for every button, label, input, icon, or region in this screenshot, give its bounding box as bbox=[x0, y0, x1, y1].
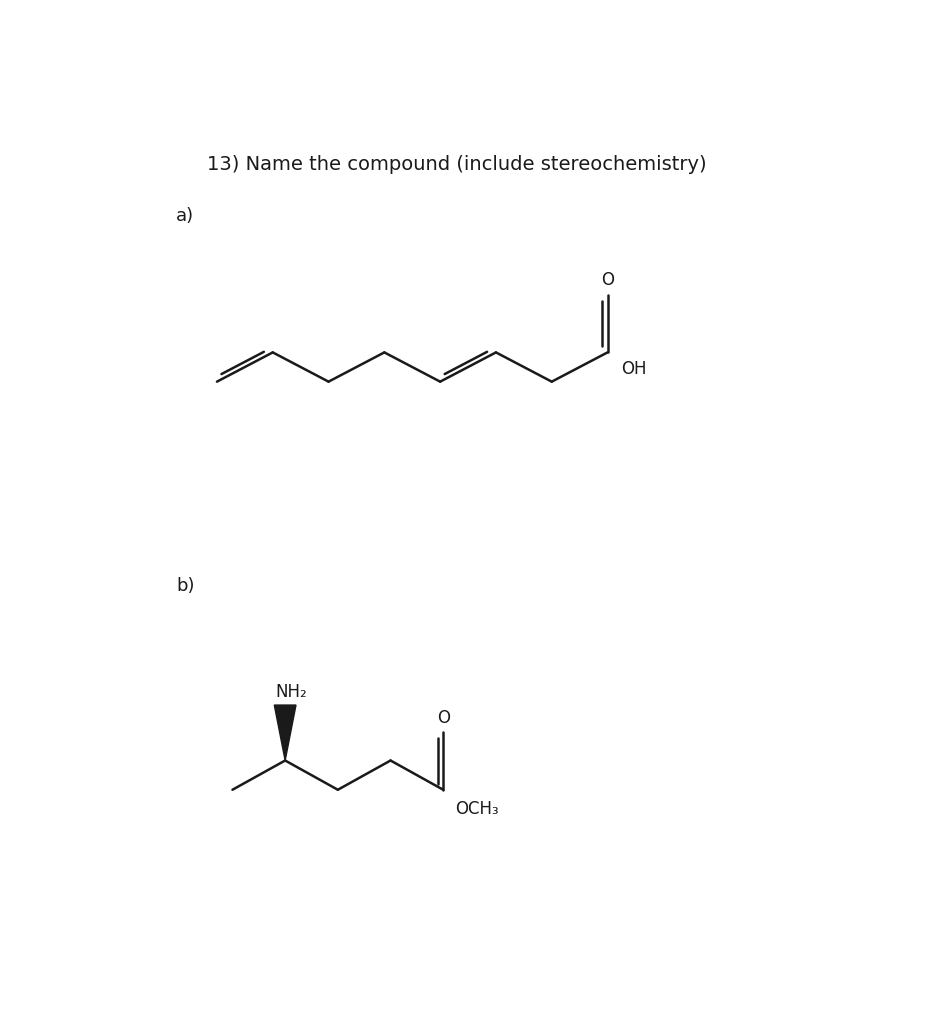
Text: O: O bbox=[437, 708, 449, 727]
Text: OCH₃: OCH₃ bbox=[455, 799, 498, 817]
Polygon shape bbox=[274, 705, 296, 761]
Text: b): b) bbox=[176, 576, 194, 594]
Text: OH: OH bbox=[622, 360, 647, 377]
Text: O: O bbox=[601, 271, 614, 289]
Text: 13) Name the compound (include stereochemistry): 13) Name the compound (include stereoche… bbox=[207, 155, 706, 173]
Text: a): a) bbox=[176, 207, 194, 225]
Text: NH₂: NH₂ bbox=[276, 683, 308, 701]
